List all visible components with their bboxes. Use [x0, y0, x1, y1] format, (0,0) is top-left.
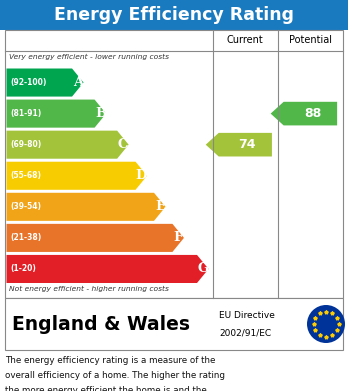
Polygon shape: [7, 162, 147, 190]
Polygon shape: [7, 68, 84, 97]
Text: E: E: [155, 200, 165, 213]
Text: (21-38): (21-38): [10, 233, 42, 242]
Polygon shape: [7, 131, 129, 159]
Circle shape: [307, 305, 345, 343]
Text: 2002/91/EC: 2002/91/EC: [219, 328, 271, 337]
Polygon shape: [7, 100, 106, 127]
Text: The energy efficiency rating is a measure of the: The energy efficiency rating is a measur…: [5, 356, 215, 365]
Text: G: G: [197, 262, 209, 276]
Text: (55-68): (55-68): [10, 171, 41, 180]
Text: Current: Current: [227, 35, 264, 45]
Text: B: B: [95, 107, 106, 120]
Text: (92-100): (92-100): [10, 78, 47, 87]
Text: EU Directive: EU Directive: [219, 311, 275, 320]
Polygon shape: [7, 255, 208, 283]
Text: the more energy efficient the home is and the: the more energy efficient the home is an…: [5, 386, 207, 391]
Text: 74: 74: [239, 138, 256, 151]
Text: Very energy efficient - lower running costs: Very energy efficient - lower running co…: [9, 54, 169, 59]
Text: (1-20): (1-20): [10, 264, 37, 273]
Text: C: C: [118, 138, 128, 151]
Text: (69-80): (69-80): [10, 140, 42, 149]
Text: Energy Efficiency Rating: Energy Efficiency Rating: [54, 6, 294, 24]
Text: 88: 88: [304, 107, 321, 120]
Polygon shape: [7, 193, 166, 221]
Text: England & Wales: England & Wales: [12, 314, 190, 334]
Bar: [5, 29, 343, 298]
Text: D: D: [136, 169, 147, 182]
Bar: [0, 0, 348, 29]
Text: A: A: [73, 76, 83, 89]
Bar: [5, 298, 343, 350]
Text: overall efficiency of a home. The higher the rating: overall efficiency of a home. The higher…: [5, 371, 225, 380]
Text: Potential: Potential: [289, 35, 332, 45]
Text: Not energy efficient - higher running costs: Not energy efficient - higher running co…: [9, 285, 169, 292]
Text: (81-91): (81-91): [10, 109, 42, 118]
Text: (39-54): (39-54): [10, 202, 41, 211]
Polygon shape: [7, 224, 184, 252]
Polygon shape: [271, 102, 337, 126]
Polygon shape: [206, 133, 272, 156]
Text: F: F: [174, 231, 183, 244]
